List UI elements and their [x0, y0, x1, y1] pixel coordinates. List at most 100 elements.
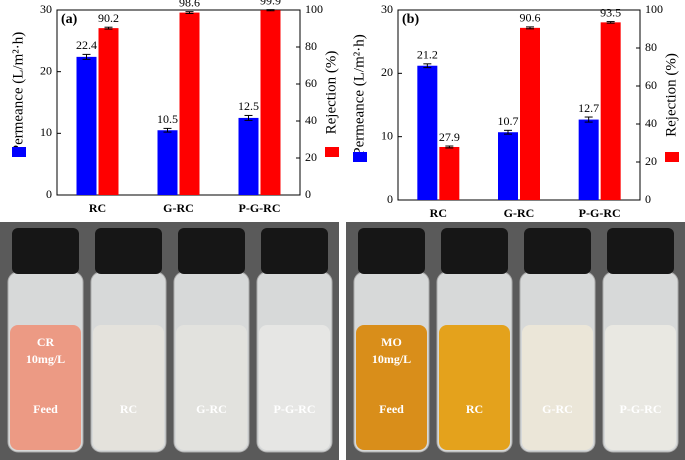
vial-cap [358, 228, 425, 274]
y-axis-label: Permeance (L/m²·h) [10, 32, 26, 154]
y2-tick-label: 20 [645, 154, 657, 168]
vial-label: Feed [33, 402, 58, 416]
y2-tick-label: 60 [305, 76, 317, 90]
bar [76, 56, 97, 195]
y2-tick-label: 80 [305, 39, 317, 53]
y2-tick-label: 100 [645, 2, 663, 16]
bar [600, 22, 621, 200]
error-bar [163, 127, 172, 133]
vial-liquid [439, 325, 510, 450]
data-label: 90.6 [520, 11, 541, 25]
bar [417, 65, 438, 200]
y2-axis-label: Rejection (%) [323, 51, 339, 135]
y-axis-label: Permeance (L/m²·h) [351, 34, 367, 156]
data-label: 22.4 [76, 38, 97, 52]
y2-tick-label: 40 [305, 113, 317, 127]
bar [157, 130, 178, 195]
vial-liquid [605, 325, 676, 450]
data-label: 12.5 [238, 99, 259, 113]
y-tick-label: 30 [381, 2, 393, 16]
data-label: 90.2 [98, 11, 119, 25]
panel-title: (a) [61, 12, 78, 27]
data-label: 98.6 [179, 0, 200, 9]
legend-swatch [665, 152, 679, 162]
vial-label: 10mg/L [26, 352, 65, 366]
y-tick-label: 20 [381, 65, 393, 79]
vial-label: G-RC [542, 402, 573, 416]
x-tick-label: RC [430, 206, 447, 220]
error-bar [445, 145, 454, 149]
bar [98, 28, 119, 195]
vial-liquid [93, 325, 164, 450]
bar [260, 10, 281, 196]
bar [498, 132, 518, 200]
y-tick-label: 10 [40, 125, 52, 139]
y2-tick-label: 0 [305, 187, 311, 201]
error-bar [504, 129, 512, 135]
y-tick-label: 30 [40, 2, 52, 16]
vial-label: G-RC [196, 402, 227, 416]
bar [578, 119, 599, 200]
vial-cap [261, 228, 328, 274]
x-tick-label: P-G-RC [239, 201, 281, 215]
legend-swatch [12, 147, 26, 157]
vial-label: CR [37, 335, 55, 349]
vial-label: 10mg/L [372, 352, 411, 366]
y2-tick-label: 60 [645, 78, 657, 92]
vial-label: Feed [379, 402, 404, 416]
vial-cap [441, 228, 508, 274]
error-bar [584, 116, 593, 123]
x-tick-label: G-RC [163, 201, 194, 215]
vial-liquid [356, 325, 427, 450]
y2-tick-label: 80 [645, 40, 657, 54]
y-tick-label: 20 [40, 63, 52, 77]
data-label: 10.5 [157, 112, 178, 126]
data-label: 10.7 [498, 114, 519, 128]
vial-liquid [522, 325, 593, 450]
plot-frame [56, 9, 301, 196]
y2-tick-label: 40 [645, 116, 657, 130]
error-bar [526, 26, 534, 30]
bar [179, 12, 200, 196]
data-label: 27.9 [439, 130, 460, 144]
y2-axis-label: Rejection (%) [663, 53, 679, 137]
y2-tick-label: 100 [305, 2, 323, 16]
x-tick-label: P-G-RC [579, 206, 621, 220]
error-bar [266, 9, 275, 12]
x-tick-label: RC [89, 201, 106, 215]
data-label: 12.7 [578, 101, 599, 115]
vial-cap [524, 228, 591, 274]
vial-label: P-G-RC [620, 402, 662, 416]
vial-liquid [259, 325, 330, 450]
bar [520, 27, 540, 200]
legend-swatch [353, 152, 367, 162]
data-label: 21.2 [417, 48, 438, 62]
vial-cap [95, 228, 162, 274]
error-bar [244, 114, 253, 121]
vial-liquid [176, 325, 247, 450]
bar [238, 117, 259, 195]
vial-cap [607, 228, 674, 274]
vial-cap [178, 228, 245, 274]
panel-title: (b) [402, 12, 419, 27]
x-tick-label: G-RC [504, 206, 535, 220]
vial-label: MO [381, 335, 402, 349]
y2-tick-label: 20 [305, 150, 317, 164]
bar [439, 146, 460, 200]
error-bar [185, 11, 194, 15]
y2-tick-label: 0 [645, 192, 651, 206]
vial-label: P-G-RC [274, 402, 316, 416]
error-bar [423, 63, 432, 69]
plot-frame [397, 9, 641, 201]
vial-label: RC [466, 402, 483, 416]
error-bar [82, 53, 91, 60]
vial-label: RC [120, 402, 137, 416]
y-tick-label: 10 [381, 128, 393, 142]
y-tick-label: 0 [387, 192, 393, 206]
y-tick-label: 0 [46, 187, 52, 201]
error-bar [606, 21, 615, 24]
error-bar [104, 26, 113, 30]
data-label: 99.9 [260, 0, 281, 7]
legend-swatch [325, 147, 339, 157]
